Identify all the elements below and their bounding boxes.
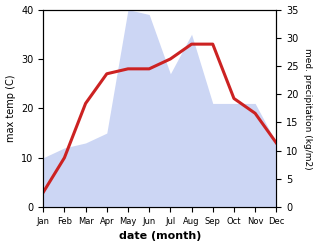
Y-axis label: max temp (C): max temp (C) xyxy=(5,75,16,142)
X-axis label: date (month): date (month) xyxy=(119,231,201,242)
Y-axis label: med. precipitation (kg/m2): med. precipitation (kg/m2) xyxy=(303,48,313,169)
